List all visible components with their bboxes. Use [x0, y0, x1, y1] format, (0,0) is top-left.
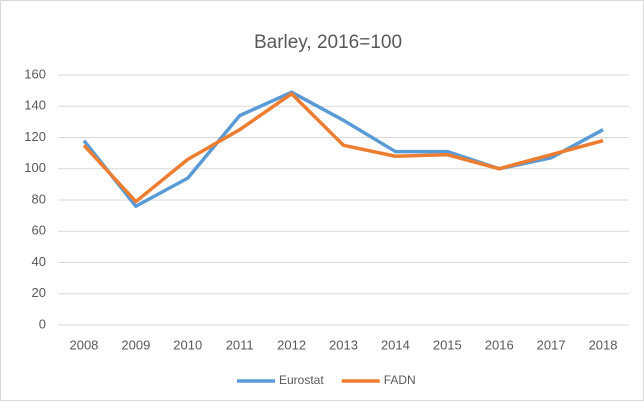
x-tick-label: 2008	[69, 337, 98, 352]
x-tick-label: 2018	[589, 337, 618, 352]
y-tick-label: 120	[24, 129, 46, 144]
y-tick-label: 40	[32, 254, 46, 269]
y-tick-label: 100	[24, 160, 46, 175]
x-tick-label: 2009	[121, 337, 150, 352]
series-line	[82, 92, 604, 204]
x-tick-label: 2011	[226, 337, 254, 352]
legend-label: Eurostat	[279, 373, 324, 387]
legend-label: FADN	[384, 373, 416, 387]
chart-title: Barley, 2016=100	[254, 32, 402, 53]
x-tick-label: 2010	[173, 337, 202, 352]
x-tick-label: 2017	[537, 337, 566, 352]
y-tick-label: 160	[24, 66, 46, 81]
y-tick-label: 60	[32, 223, 46, 238]
y-tick-label: 140	[24, 98, 46, 113]
x-tick-label: 2013	[329, 337, 358, 352]
y-tick-label: 20	[32, 285, 46, 300]
x-tick-label: 2012	[277, 337, 306, 352]
y-tick-label: 0	[39, 316, 46, 331]
y-tick-label: 80	[32, 191, 46, 206]
x-tick-label: 2015	[433, 337, 462, 352]
x-tick-label: 2014	[381, 337, 410, 352]
x-tick-label: 2016	[485, 337, 514, 352]
